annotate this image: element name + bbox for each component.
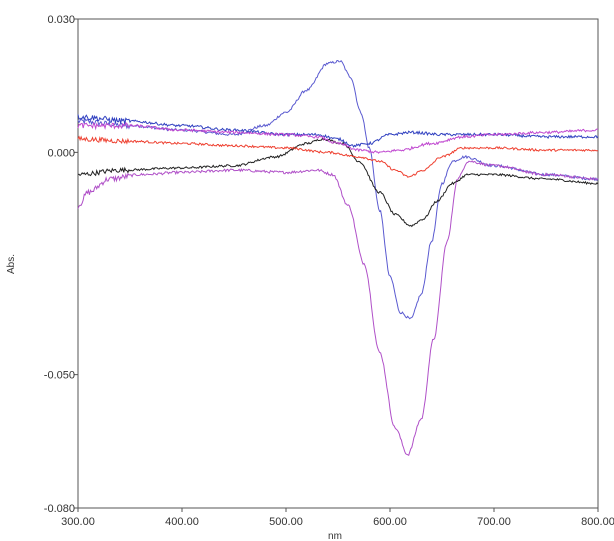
- x-tick-label-5: 700.00: [477, 516, 511, 528]
- x-tick-label-1: 300.00: [61, 516, 95, 528]
- series-line-2: [77, 160, 599, 456]
- x-tick-label-6: 800.00: [581, 516, 614, 528]
- y-axis-ticks: 0.030 0.000 -0.050 -0.080: [44, 14, 78, 515]
- series-line-6: [77, 121, 599, 154]
- y-tick-label-4: -0.080: [44, 503, 75, 515]
- x-tick-label-4: 600.00: [373, 516, 407, 528]
- y-axis-label: Abs.: [6, 254, 17, 274]
- x-tick-label-3: 500.00: [269, 516, 303, 528]
- x-axis-label: nm: [328, 531, 342, 541]
- x-axis-ticks: 300.00 400.00 500.00 600.00 700.00 800.00: [61, 508, 614, 528]
- y-tick-label-3: -0.050: [44, 370, 75, 382]
- series-line-4: [77, 135, 599, 178]
- y-tick-label-1: 0.030: [47, 14, 75, 26]
- y-tick-label-2: 0.000: [47, 147, 75, 159]
- x-tick-label-2: 400.00: [165, 516, 199, 528]
- plot-area: [77, 18, 599, 509]
- series-line-1: [77, 59, 599, 320]
- plot-frame: [77, 18, 599, 509]
